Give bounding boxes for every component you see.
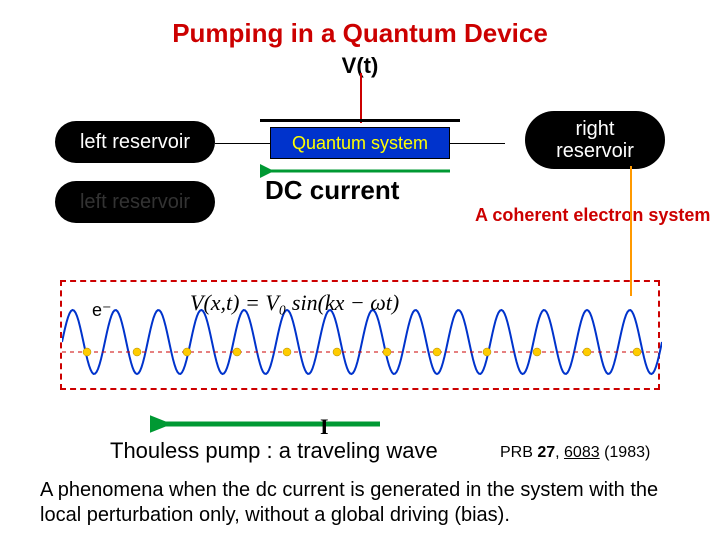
left-reservoir-pill: left reservoir [55, 121, 215, 163]
thouless-label: Thouless pump : a traveling wave [110, 438, 438, 464]
current-arrow-icon [150, 412, 390, 436]
electron-label: e⁻ [92, 300, 112, 321]
slide-title: Pumping in a Quantum Device [0, 18, 720, 49]
phenomena-text: A phenomena when the dc current is gener… [40, 478, 680, 528]
quantum-system-box: Quantum system [270, 127, 450, 159]
prb-ref: PRB 27, 6083 (1983) [500, 444, 650, 462]
top-diagram: left reservoir left reservoir right rese… [0, 85, 720, 255]
right-reservoir-line1: right [576, 118, 615, 140]
coherent-label: A coherent electron system [475, 205, 710, 226]
left-lead [215, 143, 270, 144]
right-reservoir-line2: reservoir [556, 140, 634, 162]
top-bar [260, 119, 460, 122]
right-reservoir-pill: right reservoir [525, 111, 665, 169]
dc-current-label: DC current [265, 175, 399, 206]
left-reservoir-shadow: left reservoir [55, 181, 215, 223]
vt-line [360, 73, 362, 123]
formula: V(x,t) = V₀ sin(kx − ωt) [190, 290, 399, 316]
coherent-pointer-line [630, 166, 632, 296]
right-lead [450, 143, 505, 144]
current-symbol: I [320, 414, 329, 440]
